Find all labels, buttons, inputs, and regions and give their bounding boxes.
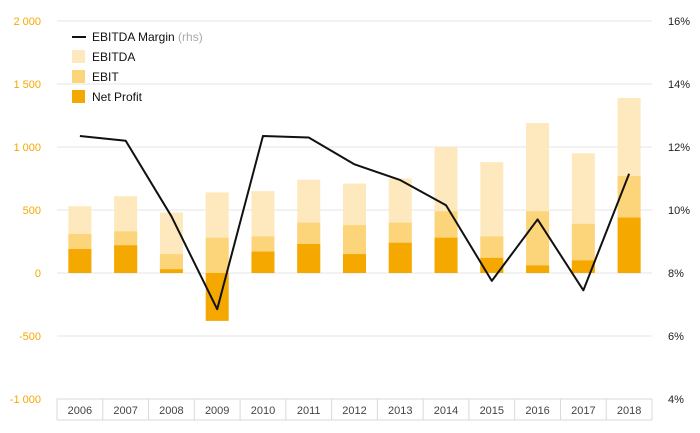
y-left-tick-label: -1 000 <box>10 394 41 406</box>
x-tick-label: 2008 <box>159 405 183 417</box>
bar-net-profit <box>159 269 183 273</box>
y-right-tick-label: 6% <box>668 331 684 343</box>
bar-net-profit <box>617 217 641 273</box>
bar-net-profit <box>480 257 504 273</box>
x-tick-label: 2018 <box>617 405 641 417</box>
x-tick-label: 2013 <box>388 405 412 417</box>
y-right-tick-label: 14% <box>668 79 690 91</box>
bar-net-profit <box>526 265 550 273</box>
bars <box>68 97 641 321</box>
margin-line-group <box>79 134 631 311</box>
bar-net-profit <box>434 237 458 273</box>
x-tick-label: 2012 <box>342 405 366 417</box>
x-tick-label: 2006 <box>68 405 92 417</box>
y-left-tick-label: -500 <box>19 331 41 343</box>
bar-ebit <box>159 254 183 273</box>
y-left-tick-label: 2 000 <box>13 16 41 28</box>
legend-note-rhs: (rhs) <box>178 30 203 44</box>
x-tick-label: 2017 <box>571 405 595 417</box>
bar-net-profit <box>388 242 412 273</box>
ebitda-margin-line <box>79 134 631 311</box>
bar-net-profit <box>251 251 275 273</box>
x-tick-label: 2015 <box>480 405 504 417</box>
y-left-tick-label: 500 <box>23 205 41 217</box>
legend-swatch-ebit <box>72 70 85 83</box>
legend-label-ebitda: EBITDA <box>92 50 135 64</box>
y-left-tick-label: 1 500 <box>13 79 41 91</box>
bar-ebit <box>205 237 229 273</box>
x-tick-label: 2009 <box>205 405 229 417</box>
y-right-tick-label: 16% <box>668 16 690 28</box>
axes: -1 000 -500 0 500 1 000 1 500 2 000 4% 6% 8% 10% 12… <box>10 16 690 421</box>
x-tick-label: 2016 <box>525 405 549 417</box>
bar-net-profit <box>114 245 138 273</box>
y-right-tick-label: 10% <box>668 205 690 217</box>
legend: EBITDA Margin (rhs) EBITDA EBIT Net Profit <box>72 30 203 104</box>
bar-net-profit <box>571 260 595 273</box>
bar-net-profit <box>297 244 321 273</box>
legend-label-net-profit: Net Profit <box>92 90 143 104</box>
bar-net-profit <box>343 254 366 273</box>
y-left-tick-label: 0 <box>35 268 41 280</box>
x-tick-label: 2014 <box>434 405 458 417</box>
y-right-tick-label: 4% <box>668 394 684 406</box>
x-tick-label: 2010 <box>251 405 275 417</box>
legend-swatch-ebitda <box>72 50 85 63</box>
bar-net-profit <box>68 249 92 273</box>
y-right-tick-label: 8% <box>668 268 684 280</box>
legend-label-ebitda-margin: EBITDA Margin (rhs) <box>92 30 203 44</box>
x-tick-label: 2011 <box>297 405 321 417</box>
legend-label-ebit: EBIT <box>92 70 119 84</box>
y-left-tick-label: 1 000 <box>13 142 41 154</box>
y-right-tick-label: 12% <box>668 142 690 154</box>
legend-swatch-net-profit <box>72 90 85 103</box>
x-tick-label: 2007 <box>113 405 137 417</box>
